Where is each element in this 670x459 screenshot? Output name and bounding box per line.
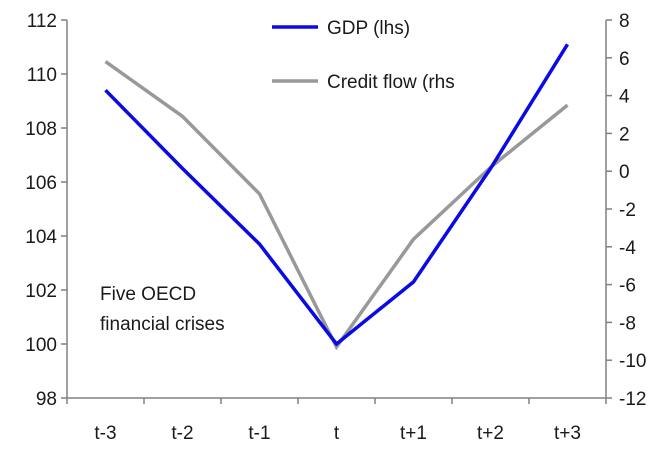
series-layer	[104, 43, 569, 351]
right-tick-label: -12	[619, 389, 646, 410]
left-tick-label: 106	[25, 173, 57, 194]
right-axis-ticks: -12 -10 -8 -6 -4 -2 0 2 4 6 8	[606, 11, 646, 410]
right-tick-label: -10	[619, 351, 646, 372]
annotation-line-1: Five OECD	[100, 284, 196, 305]
right-tick-label: 4	[619, 87, 630, 108]
left-tick-label: 102	[25, 281, 57, 302]
left-tick-label: 104	[25, 227, 57, 248]
left-axis-ticks: 98 100 102 104 106 108 110 112	[25, 11, 67, 410]
right-tick-label: -6	[619, 276, 636, 297]
x-tick-label: t-3	[94, 423, 116, 444]
left-tick-label: 100	[25, 335, 57, 356]
x-tick-label: t-2	[171, 423, 193, 444]
x-axis-ticks: t-3 t-2 t-1 t t+1 t+2 t+3	[66, 398, 607, 444]
left-tick-label: 108	[25, 119, 57, 140]
right-tick-label: -8	[619, 313, 636, 334]
x-tick-label: t+1	[400, 423, 427, 444]
left-tick-label: 110	[27, 65, 57, 86]
legend-label-credit: Credit flow (rhs	[327, 72, 455, 93]
right-tick-label: 2	[619, 124, 630, 145]
x-tick-label: t	[334, 423, 340, 444]
x-tick-label: t-1	[248, 423, 270, 444]
right-tick-label: 8	[619, 11, 630, 32]
left-tick-label: 112	[27, 11, 57, 32]
right-tick-label: 6	[619, 49, 630, 70]
right-tick-label: -2	[619, 200, 636, 221]
right-tick-label: 0	[619, 162, 630, 183]
right-tick-label: -4	[619, 238, 636, 259]
legend-label-gdp: GDP (lhs)	[327, 18, 410, 39]
left-tick-label: 98	[36, 389, 57, 410]
x-tick-label: t+2	[477, 423, 504, 444]
series-line-gdp	[104, 43, 569, 347]
legend: GDP (lhs) Credit flow (rhs	[272, 18, 455, 93]
x-tick-label: t+3	[554, 423, 581, 444]
chart-annotation: Five OECD financial crises	[100, 284, 225, 335]
annotation-line-2: financial crises	[100, 314, 225, 335]
